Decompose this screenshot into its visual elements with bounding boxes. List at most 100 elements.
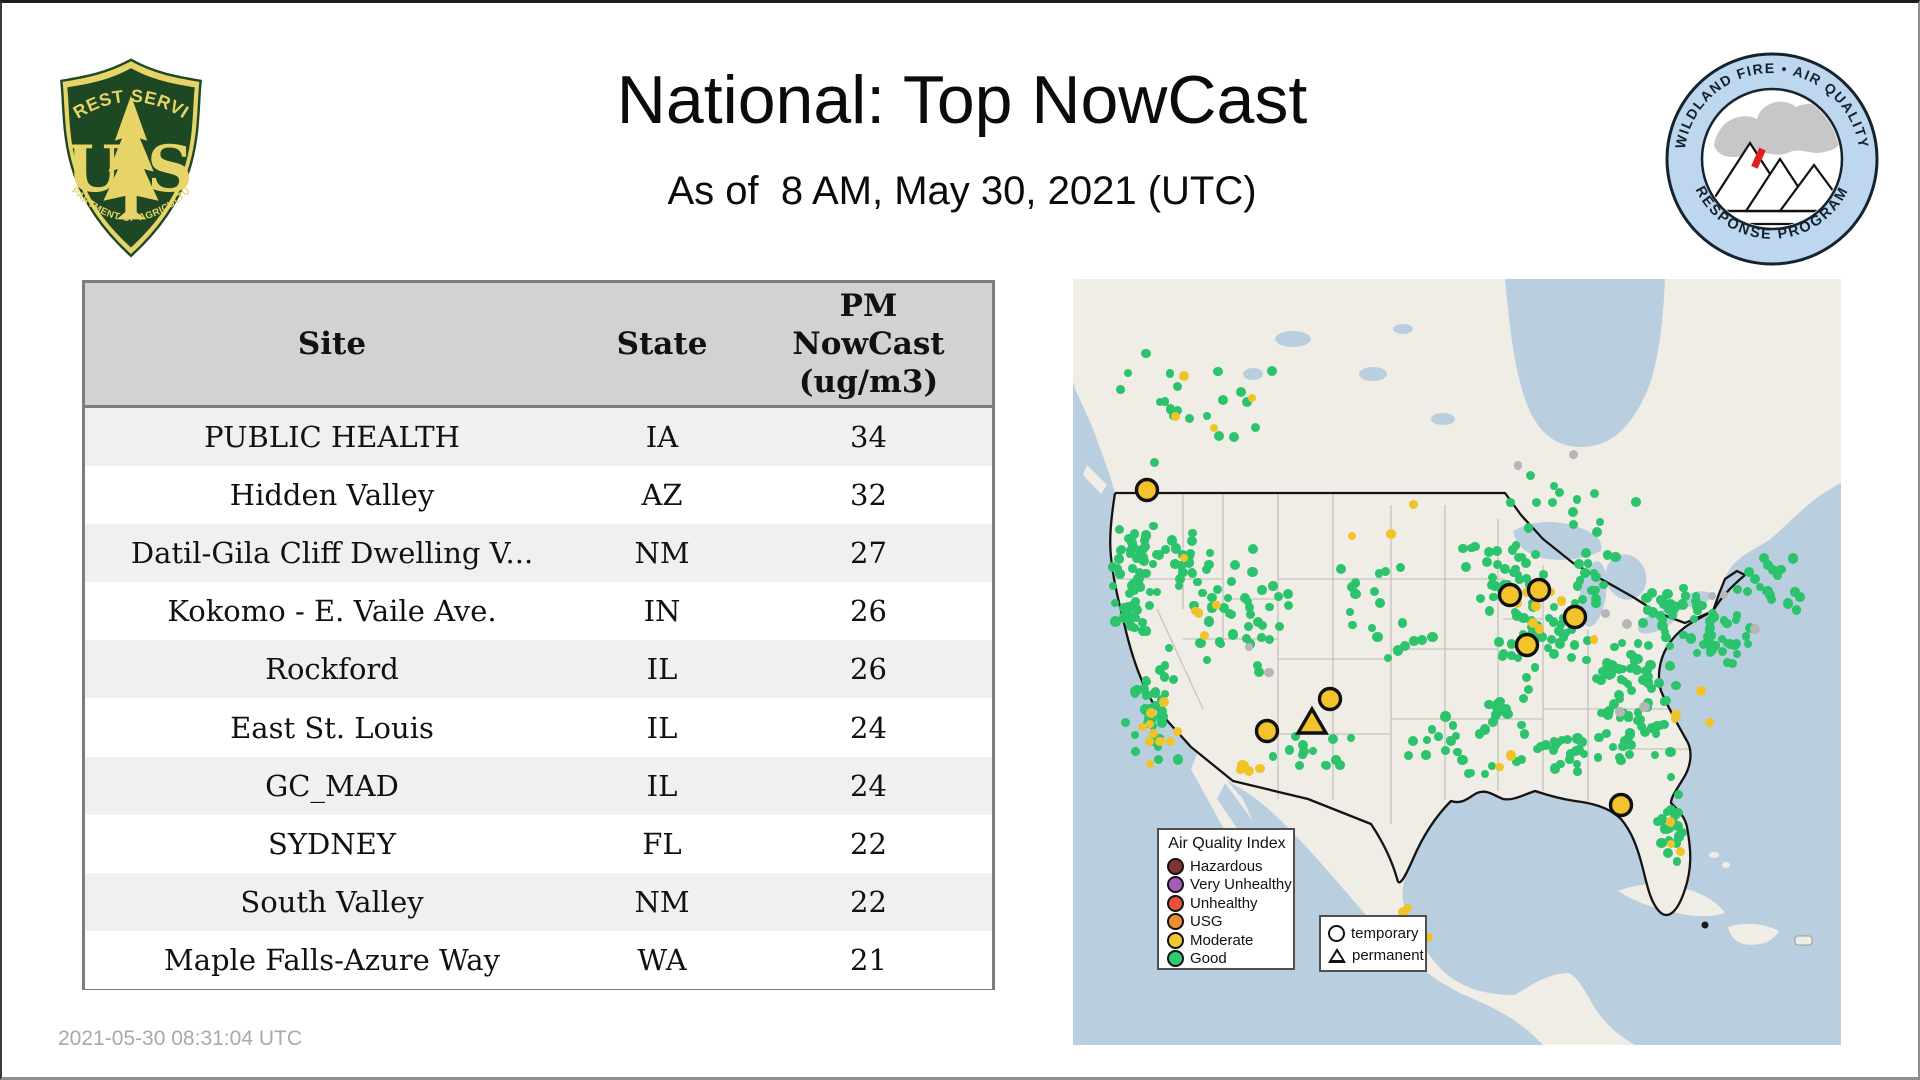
monitor-dot-good[interactable] — [1533, 744, 1543, 754]
monitor-dot-good[interactable] — [1554, 639, 1565, 650]
monitor-dot-good[interactable] — [1733, 649, 1742, 659]
monitor-dot-good[interactable] — [1583, 636, 1592, 645]
monitor-dot-good[interactable] — [1671, 838, 1682, 848]
monitor-dot-good[interactable] — [1623, 680, 1632, 689]
monitor-dot-good[interactable] — [1518, 693, 1528, 703]
monitor-dot-good[interactable] — [1608, 698, 1619, 709]
monitor-dot-good[interactable] — [1568, 519, 1578, 529]
monitor-dot-good[interactable] — [1345, 607, 1354, 616]
monitor-dot-good[interactable] — [1399, 640, 1410, 651]
monitor-dot-good[interactable] — [1484, 606, 1495, 616]
top-site-marker-temporary[interactable] — [1254, 718, 1280, 744]
monitor-dot-good[interactable] — [1653, 816, 1663, 827]
monitor-dot-good[interactable] — [1679, 583, 1688, 593]
monitor-dot-good[interactable] — [1175, 581, 1184, 591]
monitor-dot-good[interactable] — [1654, 677, 1665, 689]
monitor-dot-good[interactable] — [1240, 592, 1251, 604]
monitor-dot-good[interactable] — [1481, 556, 1492, 567]
monitor-dot-good[interactable] — [1656, 837, 1667, 849]
monitor-dot-good[interactable] — [1705, 615, 1715, 626]
monitor-dot-good[interactable] — [1380, 566, 1390, 576]
monitor-dot-moderate[interactable] — [1211, 600, 1221, 610]
monitor-dot-good[interactable] — [1217, 394, 1228, 405]
monitor-dot-good[interactable] — [1599, 580, 1608, 589]
air-quality-map[interactable]: Air Quality Index Hazardous Very Unhealt… — [1073, 279, 1841, 1045]
monitor-dot-good[interactable] — [1202, 412, 1211, 421]
monitor-dot-good[interactable] — [1127, 600, 1137, 609]
monitor-dot-good[interactable] — [1656, 620, 1668, 631]
monitor-dot-good[interactable] — [1126, 580, 1136, 590]
monitor-dot-good[interactable] — [1691, 592, 1700, 601]
monitor-dot-good[interactable] — [1369, 586, 1380, 597]
monitor-dot-good[interactable] — [1626, 663, 1636, 673]
monitor-dot-good[interactable] — [1141, 568, 1151, 579]
monitor-dot-good[interactable] — [1564, 755, 1574, 765]
monitor-dot-good[interactable] — [1173, 406, 1183, 416]
monitor-dot-moderate[interactable] — [1528, 618, 1539, 629]
monitor-dot-good[interactable] — [1393, 645, 1404, 656]
monitor-dot-good[interactable] — [1219, 602, 1230, 613]
monitor-dot-good[interactable] — [1265, 602, 1274, 612]
monitor-dot-good[interactable] — [1483, 546, 1494, 557]
top-site-marker-temporary[interactable] — [1497, 582, 1523, 608]
monitor-dot-good[interactable] — [1453, 747, 1462, 757]
monitor-dot-moderate[interactable] — [1166, 737, 1176, 747]
monitor-dot-good[interactable] — [1144, 714, 1153, 723]
monitor-dot-good[interactable] — [1150, 457, 1160, 467]
monitor-dot-good[interactable] — [1510, 607, 1520, 616]
monitor-dot-moderate[interactable] — [1244, 765, 1255, 776]
monitor-dot-good[interactable] — [1574, 558, 1585, 569]
monitor-dot-good[interactable] — [1110, 616, 1121, 627]
monitor-dot-good[interactable] — [1492, 546, 1503, 557]
monitor-dot-good[interactable] — [1507, 651, 1516, 660]
monitor-dot-good[interactable] — [1350, 588, 1361, 600]
monitor-dot-good[interactable] — [1229, 432, 1240, 443]
monitor-dot-good[interactable] — [1610, 662, 1621, 673]
monitor-dot-good[interactable] — [1674, 790, 1683, 800]
monitor-dot-good[interactable] — [1153, 742, 1163, 751]
monitor-dot-moderate[interactable] — [1149, 728, 1158, 738]
monitor-dot-good[interactable] — [1782, 598, 1794, 609]
monitor-dot-good[interactable] — [1155, 397, 1164, 407]
monitor-dot-good[interactable] — [1213, 366, 1223, 377]
monitor-dot-good[interactable] — [1493, 699, 1502, 708]
monitor-dot-good[interactable] — [1626, 686, 1636, 695]
monitor-dot-good[interactable] — [1639, 727, 1650, 738]
monitor-dot-good[interactable] — [1555, 738, 1564, 747]
monitor-dot-good[interactable] — [1427, 631, 1438, 642]
monitor-dot-good[interactable] — [1172, 381, 1183, 392]
monitor-dot-good[interactable] — [1265, 635, 1275, 645]
monitor-dot-good[interactable] — [1138, 684, 1149, 695]
monitor-dot-good[interactable] — [1121, 606, 1132, 618]
monitor-dot-good[interactable] — [1485, 700, 1494, 709]
monitor-dot-good[interactable] — [1656, 611, 1666, 621]
monitor-dot-good[interactable] — [1547, 497, 1557, 507]
monitor-dot-good[interactable] — [1227, 577, 1237, 586]
monitor-dot-good[interactable] — [1111, 598, 1120, 607]
monitor-dot-good[interactable] — [1617, 741, 1628, 752]
monitor-dot-good[interactable] — [1294, 760, 1304, 770]
monitor-dot-good[interactable] — [1602, 658, 1613, 668]
monitor-dot-good[interactable] — [1488, 717, 1499, 728]
monitor-dot-good[interactable] — [1637, 721, 1647, 732]
monitor-dot-good[interactable] — [1159, 672, 1170, 682]
monitor-dot-good[interactable] — [1520, 557, 1531, 568]
monitor-dot-good[interactable] — [1631, 664, 1642, 675]
monitor-dot-good[interactable] — [1749, 573, 1760, 584]
monitor-dot-good[interactable] — [1566, 625, 1576, 635]
monitor-dot-moderate[interactable] — [1240, 760, 1250, 770]
monitor-dot-good[interactable] — [1666, 641, 1675, 650]
monitor-dot-good[interactable] — [1637, 617, 1648, 629]
monitor-dot-good[interactable] — [1448, 721, 1457, 730]
monitor-dot-good[interactable] — [1790, 587, 1800, 597]
monitor-dot-good[interactable] — [1572, 733, 1583, 744]
monitor-dot-good[interactable] — [1580, 548, 1591, 559]
monitor-dot-good[interactable] — [1709, 641, 1720, 652]
monitor-dot-good[interactable] — [1116, 385, 1125, 394]
monitor-dot-good[interactable] — [1121, 717, 1131, 727]
top-site-marker-permanent[interactable] — [1295, 705, 1329, 735]
monitor-dot-good[interactable] — [1548, 649, 1559, 660]
monitor-dot-good[interactable] — [1558, 632, 1569, 642]
monitor-dot-good[interactable] — [1202, 655, 1212, 665]
monitor-dot-good[interactable] — [1135, 567, 1145, 577]
